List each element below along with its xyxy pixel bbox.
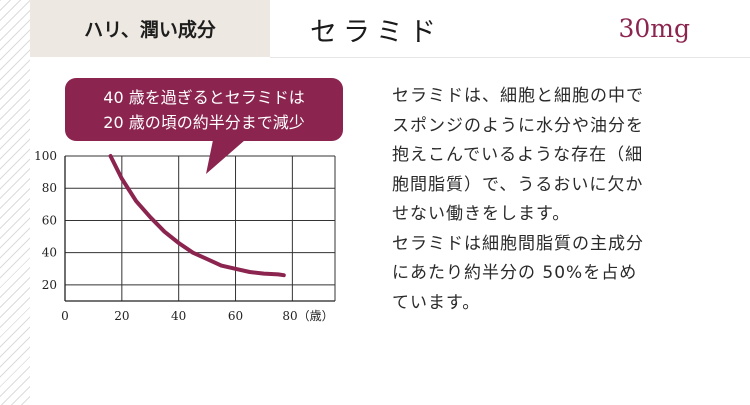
- ceramide-decline-line: [108, 154, 286, 278]
- description-line: 胞間脂質）で、うるおいに欠か: [392, 174, 644, 195]
- callout-bubble: [65, 78, 343, 141]
- description-paragraph-1: セラミドは、細胞と細胞の中で スポンジのように水分や油分を 抱えこんでいるような存在…: [392, 82, 722, 230]
- chart-grid: [65, 155, 336, 301]
- description-line: 抱えこんでいるような存在（細: [392, 145, 644, 165]
- description-line: セラミドは、細胞と細胞の中で: [392, 86, 644, 106]
- description-paragraph-2: セラミドは細胞間脂質の主成分 にあたり約半分の 50%を占め ています。: [392, 230, 722, 319]
- callout-text: 20 歳の頃の約半分まで減少: [103, 113, 304, 132]
- annotation-callout: 40 歳を過ぎるとセラミドは 20 歳の頃の約半分まで減少: [65, 78, 343, 174]
- chart-axes: [64, 156, 335, 302]
- description: セラミドは、細胞と細胞の中で スポンジのように水分や油分を 抱えこんでいるような存在…: [392, 82, 722, 318]
- ingredient-header: セラミド 30mg: [270, 0, 750, 58]
- chart-tick-labels: 0 20 40 60 80（歳） 20 40 60 80 100: [34, 149, 334, 323]
- callout-text: 40 歳を過ぎるとセラミドは: [103, 88, 304, 107]
- x-tick-label: 80（歳）: [282, 309, 333, 323]
- category-label: ハリ、潤い成分: [30, 0, 270, 57]
- x-tick-label: 20: [114, 309, 129, 323]
- x-tick-label: 40: [171, 309, 186, 323]
- y-tick-label: 20: [42, 278, 57, 292]
- chart-series: [108, 154, 286, 278]
- y-tick-label: 40: [42, 246, 57, 260]
- description-line: スポンジのように水分や油分を: [392, 115, 644, 136]
- callout-pointer: [206, 140, 245, 174]
- ingredient-name: セラミド: [310, 17, 442, 48]
- x-tick-label: 60: [228, 309, 243, 323]
- description-line: セラミドは細胞間脂質の主成分: [392, 233, 644, 254]
- x-tick-label: 0: [61, 309, 69, 323]
- ingredient-amount: 30mg: [618, 14, 690, 43]
- description-line: ています。: [392, 292, 481, 313]
- ingredient-card: ハリ、潤い成分 セラミド 30mg 0 20 40 60 80（歳） 20 40 60 80 10…: [30, 0, 750, 405]
- y-tick-label: 80: [42, 181, 57, 195]
- y-tick-label: 100: [34, 149, 57, 163]
- y-tick-label: 60: [42, 213, 57, 227]
- ceramide-age-chart: 0 20 40 60 80（歳） 20 40 60 80 100 40 歳を過ぎるとセラミドは 20…: [34, 78, 343, 323]
- description-line: にあたり約半分の 50%を占め: [392, 263, 638, 283]
- description-line: せない働きをします。: [392, 204, 571, 224]
